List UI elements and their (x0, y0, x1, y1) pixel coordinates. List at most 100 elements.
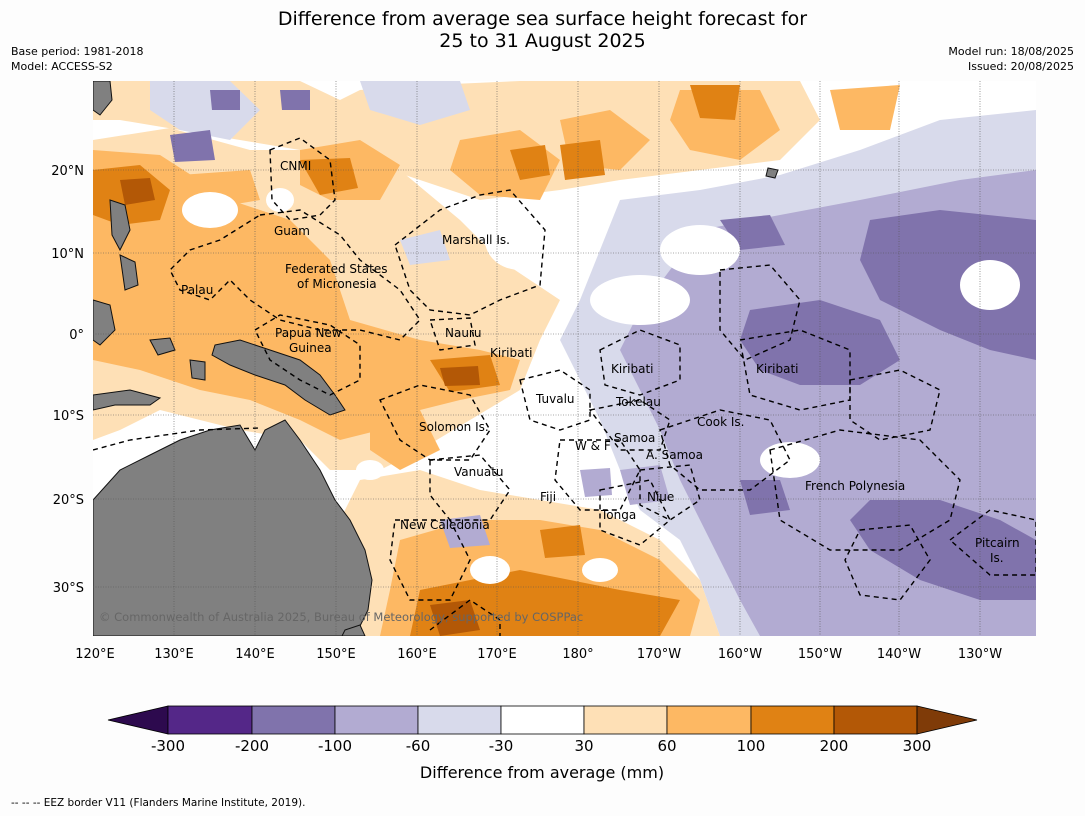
colorbar-tick: 300 (903, 737, 932, 755)
eez-footnote: -- -- -- EEZ border V11 (Flanders Marine… (11, 797, 306, 809)
title-line-1: Difference from average sea surface heig… (277, 8, 808, 30)
label-nauru: Nauru (445, 326, 481, 340)
new-zealand-hint (341, 624, 366, 636)
lon-label: 130°E (154, 647, 194, 662)
colorbar-label: Difference from average (mm) (420, 763, 664, 782)
label-cook: Cook Is. (697, 415, 744, 429)
colorbar-tick: 200 (820, 737, 849, 755)
colorbar-tick: 60 (657, 737, 676, 755)
colorbar-tick: 100 (737, 737, 766, 755)
indonesia-islands (93, 337, 206, 411)
lon-label: 140°E (235, 647, 275, 662)
lat-label: 10°N (51, 247, 84, 262)
land (93, 81, 779, 636)
eez-borders (93, 137, 1036, 636)
colorbar-swatch (417, 705, 502, 735)
lon-label: 180° (562, 647, 593, 662)
base-period: Base period: 1981-2018 (11, 45, 144, 58)
neg100-east (720, 210, 1036, 600)
japan-land (93, 81, 113, 116)
lat-label: 10°S (53, 409, 84, 424)
colorbar-ticks: -300 -200 -100 -60 -30 30 60 100 200 300 (151, 737, 931, 755)
colorbar-tick: 30 (574, 737, 593, 755)
label-wallis-futuna: W & F (575, 439, 611, 453)
label-samoa: Samoa (614, 431, 655, 445)
label-pitcairn-2: Is. (990, 551, 1004, 565)
lat-label: 20°N (51, 164, 84, 179)
label-solomon: Solomon Is. (419, 420, 489, 434)
lon-label: 120°E (75, 647, 115, 662)
lat-label: 30°S (53, 581, 84, 596)
colorbar-swatch (666, 705, 752, 735)
colorbar-swatch (500, 705, 585, 735)
label-guam: Guam (274, 224, 310, 238)
label-niue: Niue (647, 490, 674, 504)
meta-left: Base period: 1981-2018 Model: ACCESS-S2 (11, 44, 143, 74)
label-fiji: Fiji (540, 490, 556, 504)
longitude-labels: 120°E 130°E 140°E 150°E 160°E 170°E 180°… (75, 647, 1002, 662)
label-palau: Palau (181, 283, 213, 297)
neutral-patches (182, 188, 1020, 584)
hawaii-land (765, 167, 779, 179)
meta-right: Model run: 18/08/2025 Issued: 20/08/2025 (948, 44, 1074, 74)
label-french-polynesia: French Polynesia (805, 479, 905, 493)
map-area: © Commonwealth of Australia 2025, Bureau… (93, 81, 1036, 636)
lon-label: 170°W (637, 647, 681, 662)
australia-land (93, 419, 373, 636)
colorbar-tick: -200 (235, 737, 269, 755)
label-kiribati-central: Kiribati (611, 362, 653, 376)
colorbar-swatch (251, 705, 336, 735)
new-guinea-land (211, 339, 346, 416)
region-labels: CNMI Guam Marshall Is. Federated States … (181, 159, 1020, 565)
colorbar-tick: -100 (318, 737, 352, 755)
lon-label: 140°W (877, 647, 921, 662)
lat-label: 0° (69, 328, 84, 343)
lon-label: 160°E (397, 647, 437, 662)
title-line-2: 25 to 31 August 2025 (439, 30, 646, 52)
label-new-caledonia: New Caledonia (400, 518, 490, 532)
colorbar-swatch (167, 705, 253, 735)
chart-title: Difference from average sea surface heig… (0, 8, 1085, 52)
colorbar-extend-low (107, 705, 169, 735)
lon-label: 160°W (718, 647, 762, 662)
lon-label: 170°E (477, 647, 517, 662)
colorbar-extend-high (916, 705, 978, 735)
neg60-pockets (440, 465, 670, 548)
colorbar-swatch (334, 705, 419, 735)
label-pitcairn-1: Pitcairn (975, 536, 1020, 550)
model-run: Model run: 18/08/2025 (948, 45, 1074, 58)
label-tokelau: Tokelau (615, 395, 661, 409)
label-cnmi: CNMI (280, 159, 311, 173)
lon-label: 150°W (798, 647, 842, 662)
lat-label: 20°S (53, 493, 84, 508)
graticule (93, 81, 1036, 636)
colorbar-tick: -60 (406, 737, 431, 755)
colorbar (107, 705, 978, 735)
neg100-north (170, 90, 310, 162)
label-png-1: Papua New (275, 326, 342, 340)
issued-date: Issued: 20/08/2025 (967, 60, 1074, 73)
label-png-2: Guinea (289, 341, 332, 355)
label-marshall: Marshall Is. (442, 233, 510, 247)
label-fsm-2: of Micronesia (297, 277, 377, 291)
copyright-notice: © Commonwealth of Australia 2025, Bureau… (99, 610, 583, 624)
lon-label: 130°W (958, 647, 1002, 662)
lon-label: 150°E (316, 647, 356, 662)
model-name: Model: ACCESS-S2 (11, 60, 113, 73)
colorbar-tick: -300 (151, 737, 185, 755)
label-vanuatu: Vanuatu (454, 465, 504, 479)
label-tuvalu: Tuvalu (535, 392, 575, 406)
pos60-south (370, 410, 700, 636)
latitude-labels: 20°N 10°N 0° 10°S 20°S 30°S (51, 164, 84, 596)
label-tonga: Tonga (600, 508, 636, 522)
label-kiribati-east: Kiribati (756, 362, 798, 376)
label-american-samoa: A. Samoa (646, 448, 703, 462)
neg30-north (150, 81, 470, 265)
colorbar-swatch (583, 705, 668, 735)
colorbar-swatch (833, 705, 918, 735)
label-fsm-1: Federated States (285, 262, 387, 276)
colorbar-swatch (750, 705, 835, 735)
philippines-land (109, 199, 139, 291)
label-kiribati-west: Kiribati (490, 346, 532, 360)
